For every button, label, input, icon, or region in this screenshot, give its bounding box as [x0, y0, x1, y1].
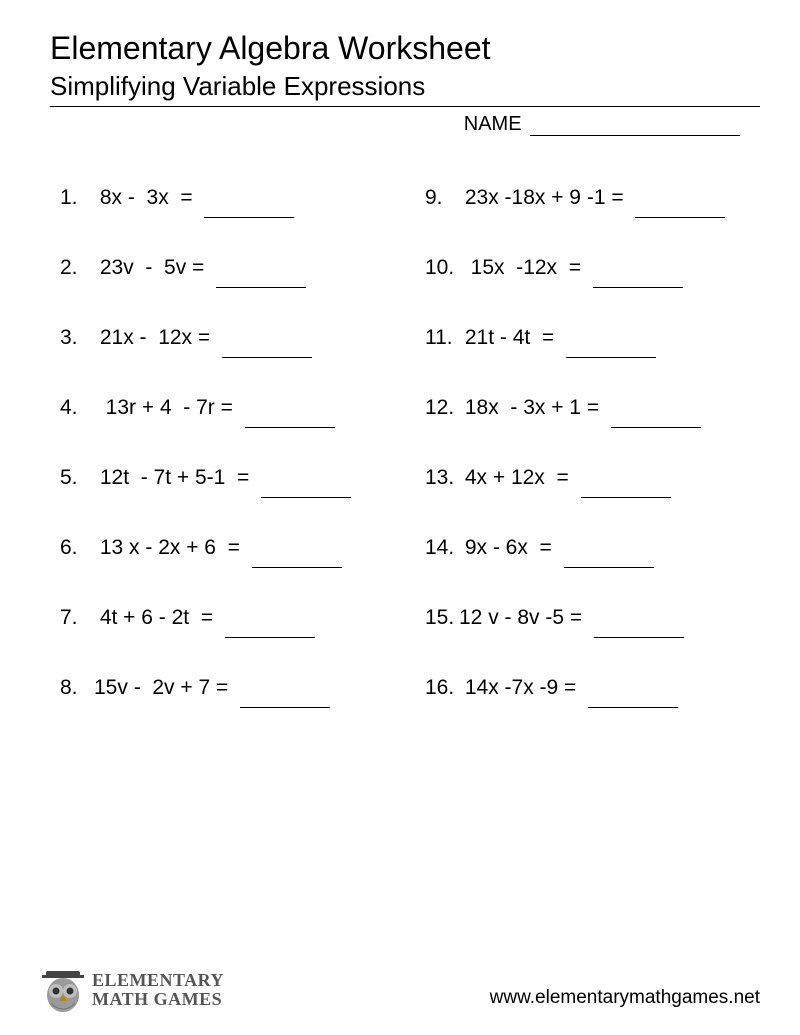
footer-url: www.elementarymathgames.net [490, 987, 760, 1015]
problem-number: 2. [60, 256, 94, 280]
answer-line[interactable] [204, 196, 294, 218]
problem-number: 8. [60, 676, 94, 700]
problem-number: 4. [60, 396, 94, 420]
problem-row: 10. 15x -12x = [425, 256, 760, 280]
problem-row: 9. 23x -18x + 9 -1 = [425, 186, 760, 210]
answer-line[interactable] [588, 686, 678, 708]
problem-expression: 13r + 4 - 7r = [94, 396, 239, 420]
problem-row: 4. 13r + 4 - 7r = [60, 396, 395, 420]
answer-line[interactable] [566, 336, 656, 358]
problem-expression: 9x - 6x = [459, 536, 558, 560]
answer-line[interactable] [635, 196, 725, 218]
logo-text-line1: ELEMENTARY [92, 971, 224, 990]
name-row: NAME [50, 113, 760, 136]
answer-line[interactable] [216, 266, 306, 288]
problem-expression: 14x -7x -9 = [459, 676, 582, 700]
problem-number: 7. [60, 606, 94, 630]
problem-row: 12. 18x - 3x + 1 = [425, 396, 760, 420]
problems-column-right: 9. 23x -18x + 9 -1 = 10. 15x -12x = 11. … [425, 186, 760, 746]
problem-number: 16. [425, 676, 459, 700]
problem-row: 8.15v - 2v + 7 = [60, 676, 395, 700]
problem-row: 5. 12t - 7t + 5-1 = [60, 466, 395, 490]
problem-expression: 8x - 3x = [94, 186, 198, 210]
problem-number: 14. [425, 536, 459, 560]
problem-row: 1. 8x - 3x = [60, 186, 395, 210]
problem-expression: 15x -12x = [459, 256, 587, 280]
problem-expression: 13 x - 2x + 6 = [94, 536, 246, 560]
problem-number: 11. [425, 326, 459, 350]
worksheet-title: Elementary Algebra Worksheet [50, 30, 760, 67]
problem-expression: 23x -18x + 9 -1 = [459, 186, 629, 210]
problems-column-left: 1. 8x - 3x = 2. 23v - 5v = 3. 21x - 12x … [60, 186, 395, 746]
answer-line[interactable] [261, 476, 351, 498]
problem-row: 7. 4t + 6 - 2t = [60, 606, 395, 630]
subtitle-row: Simplifying Variable Expressions [50, 71, 760, 107]
answer-line[interactable] [252, 546, 342, 568]
footer: ELEMENTARY MATH GAMES www.elementarymath… [40, 965, 760, 1015]
problem-row: 13. 4x + 12x = [425, 466, 760, 490]
problems-container: 1. 8x - 3x = 2. 23v - 5v = 3. 21x - 12x … [50, 186, 760, 746]
problem-row: 16. 14x -7x -9 = [425, 676, 760, 700]
owl-icon [40, 965, 86, 1015]
problem-number: 3. [60, 326, 94, 350]
problem-row: 15.12 v - 8v -5 = [425, 606, 760, 630]
problem-number: 15. [425, 606, 459, 630]
answer-line[interactable] [564, 546, 654, 568]
logo-text-line2: MATH GAMES [92, 990, 224, 1009]
answer-line[interactable] [222, 336, 312, 358]
problem-expression: 18x - 3x + 1 = [459, 396, 605, 420]
answer-line[interactable] [581, 476, 671, 498]
name-input-line[interactable] [530, 116, 740, 136]
logo: ELEMENTARY MATH GAMES [40, 965, 224, 1015]
answer-line[interactable] [594, 616, 684, 638]
problem-number: 9. [425, 186, 459, 210]
answer-line[interactable] [240, 686, 330, 708]
problem-row: 6. 13 x - 2x + 6 = [60, 536, 395, 560]
answer-line[interactable] [225, 616, 315, 638]
problem-number: 1. [60, 186, 94, 210]
problem-row: 2. 23v - 5v = [60, 256, 395, 280]
answer-line[interactable] [245, 406, 335, 428]
problem-expression: 12t - 7t + 5-1 = [94, 466, 255, 490]
problem-expression: 4x + 12x = [459, 466, 575, 490]
problem-expression: 21t - 4t = [459, 326, 560, 350]
problem-number: 10. [425, 256, 459, 280]
logo-text: ELEMENTARY MATH GAMES [92, 971, 224, 1009]
problem-number: 5. [60, 466, 94, 490]
problem-number: 6. [60, 536, 94, 560]
problem-expression: 15v - 2v + 7 = [94, 676, 234, 700]
answer-line[interactable] [611, 406, 701, 428]
name-label: NAME [464, 113, 522, 136]
problem-number: 13. [425, 466, 459, 490]
problem-row: 11. 21t - 4t = [425, 326, 760, 350]
answer-line[interactable] [593, 266, 683, 288]
problem-expression: 12 v - 8v -5 = [459, 606, 588, 630]
problem-row: 14. 9x - 6x = [425, 536, 760, 560]
problem-expression: 23v - 5v = [94, 256, 210, 280]
problem-expression: 21x - 12x = [94, 326, 216, 350]
problem-expression: 4t + 6 - 2t = [94, 606, 219, 630]
problem-number: 12. [425, 396, 459, 420]
problem-row: 3. 21x - 12x = [60, 326, 395, 350]
worksheet-subtitle: Simplifying Variable Expressions [50, 71, 760, 102]
